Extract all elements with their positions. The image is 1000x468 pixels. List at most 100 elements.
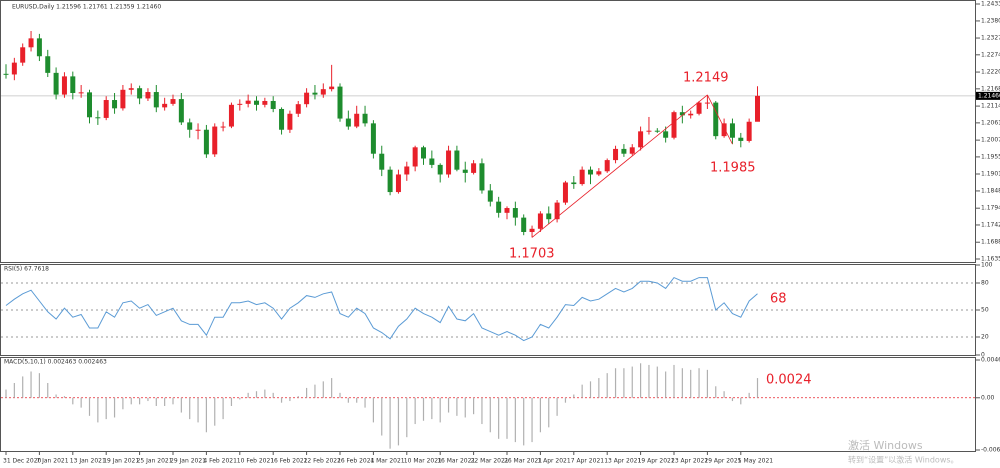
x-tick-label: 29 Jan 2021 <box>170 458 206 465</box>
candle-body <box>638 131 644 148</box>
candle-body <box>713 102 719 137</box>
candle-body <box>412 147 418 167</box>
y-tick-label: 1.16355 <box>981 256 1000 263</box>
x-tick-label: 13 Jan 2021 <box>70 458 106 465</box>
candle-body <box>546 213 552 220</box>
x-tick-label: 22 Feb 2021 <box>304 458 342 465</box>
x-tick-label: 19 Jan 2021 <box>103 458 139 465</box>
trend-line <box>531 94 708 238</box>
x-tick-label: 7 Apr 2021 <box>571 458 604 465</box>
x-tick-label: 31 Dec 2020 <box>3 458 42 465</box>
candle-body <box>370 123 376 154</box>
y-tick-label: 1.23270 <box>981 35 1000 42</box>
price-title: EURUSD,Daily 1.21596 1.21761 1.21359 1.2… <box>12 4 161 11</box>
candle-body <box>646 130 652 132</box>
candle-body <box>87 92 92 118</box>
candle-body <box>604 160 610 172</box>
candle-body <box>195 129 201 131</box>
candle-body <box>571 182 577 185</box>
candle-body <box>496 201 502 213</box>
candle-body <box>421 147 426 159</box>
annotation: 68 <box>770 292 787 307</box>
candle-body <box>395 174 401 193</box>
x-tick-label: 4 Feb 2021 <box>203 458 237 465</box>
y-tick-label: 1.24335 <box>981 1 1000 8</box>
x-tick-label: 26 Mar 2021 <box>504 458 542 465</box>
candle-body <box>320 89 326 95</box>
candle-body <box>721 123 727 137</box>
candle-body <box>262 100 268 105</box>
candle-body <box>454 150 460 170</box>
candle-body <box>404 166 410 175</box>
y-tick-label: 0 <box>981 352 985 359</box>
candle-body <box>220 126 226 128</box>
candle-body <box>137 88 143 99</box>
candle-body <box>537 213 543 229</box>
candle-body <box>446 150 452 175</box>
candle-body <box>304 92 310 105</box>
annotation: 1.2149 <box>683 71 729 86</box>
candle-body <box>187 122 193 130</box>
rsi-line <box>5 276 758 342</box>
candle-body <box>671 112 677 138</box>
candle-body <box>379 153 385 170</box>
x-tick-label: 10 Feb 2021 <box>237 458 275 465</box>
price-label-box <box>976 91 1000 100</box>
y-tick-label: 1.17420 <box>981 221 1000 228</box>
y-tick-label: 1.22205 <box>981 69 1000 76</box>
candle-body <box>212 126 218 155</box>
y-tick-label: 20 <box>981 334 989 341</box>
candle-body <box>270 100 276 109</box>
y-tick-label: 1.20075 <box>981 137 1000 144</box>
rsi-title: RSI(5) 67.7618 <box>4 266 49 273</box>
candle-body <box>254 100 259 105</box>
candle-body <box>245 100 251 104</box>
candle-body <box>345 118 351 127</box>
x-tick-label: 26 Feb 2021 <box>337 458 375 465</box>
x-tick-label: 5 May 2021 <box>738 458 773 465</box>
candle-body <box>11 62 17 75</box>
watermark: 激活 Windows <box>848 438 923 452</box>
x-tick-label: 7 Jan 2021 <box>36 458 68 465</box>
candle-body <box>562 182 568 203</box>
x-tick-label: 29 Apr 2021 <box>704 458 741 465</box>
candle-body <box>596 171 602 175</box>
x-tick-label: 16 Mar 2021 <box>437 458 475 465</box>
candle-body <box>329 86 335 90</box>
candle-body <box>679 112 685 116</box>
x-tick-label: 4 Mar 2021 <box>370 458 404 465</box>
candle-body <box>103 100 109 118</box>
candle-body <box>696 102 702 114</box>
candle-body <box>429 158 435 165</box>
x-tick-label: 16 Feb 2021 <box>270 458 308 465</box>
candle-body <box>70 76 76 93</box>
candle-body <box>237 103 243 105</box>
annotation: 1.1703 <box>509 247 555 262</box>
candle-body <box>279 108 285 130</box>
x-tick-label: 25 Jan 2021 <box>137 458 173 465</box>
y-tick-label: 1.21680 <box>981 85 1000 92</box>
candle-body <box>95 117 101 119</box>
y-tick-label: 1.20615 <box>981 119 1000 126</box>
candle-body <box>521 217 527 232</box>
candle-body <box>28 38 34 48</box>
x-tick-label: 22 Mar 2021 <box>471 458 509 465</box>
y-tick-label: 1.19550 <box>981 153 1000 160</box>
candle-body <box>20 47 26 63</box>
candle-body <box>704 102 710 104</box>
y-tick-label: 1.21140 <box>981 103 1000 110</box>
candle-body <box>153 92 159 108</box>
rsi-panel <box>0 264 976 356</box>
candle-body <box>162 103 168 108</box>
candle-body <box>729 123 735 138</box>
y-tick-label: 0.00 <box>981 394 995 401</box>
candle-body <box>755 95 760 122</box>
y-tick-label: -0.006361 <box>981 447 1000 454</box>
candle-body <box>629 147 635 154</box>
candle-body <box>387 169 393 193</box>
candle-body <box>479 163 485 191</box>
candle-body <box>203 129 209 155</box>
candle-body <box>170 99 176 104</box>
y-tick-label: 0.004601 <box>981 357 1000 364</box>
